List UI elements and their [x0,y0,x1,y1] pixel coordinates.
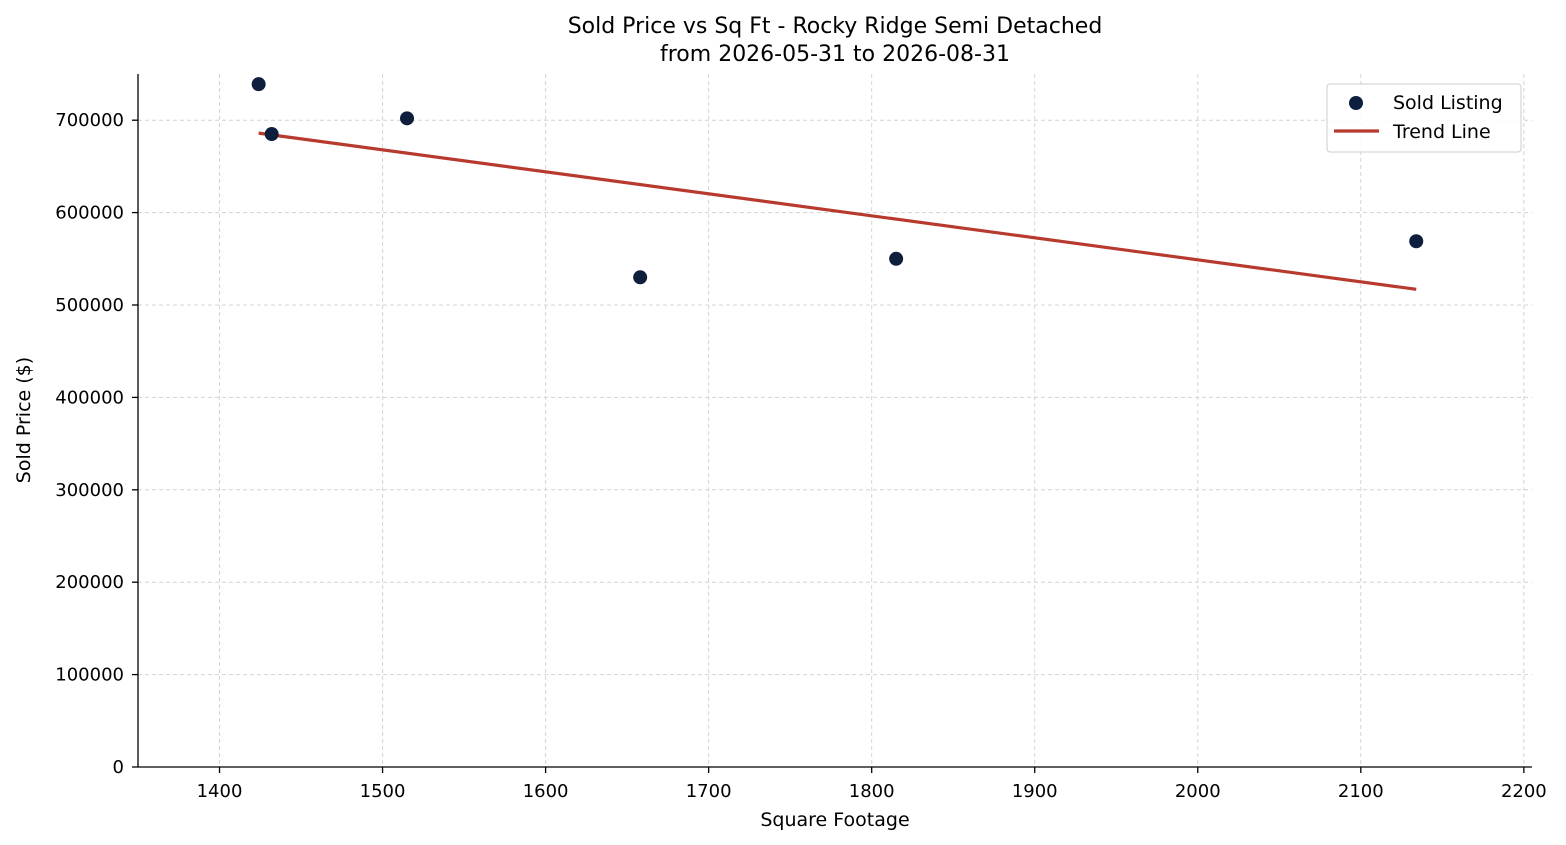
data-point [251,77,266,92]
x-tick-label: 1400 [197,781,243,802]
y-tick-label: 500000 [55,295,124,316]
legend-label-trend-line: Trend Line [1392,121,1491,143]
x-tick-label: 2000 [1175,781,1221,802]
x-tick-label: 2100 [1338,781,1384,802]
y-tick-label: 0 [113,757,124,778]
chart-title: Sold Price vs Sq Ft - Rocky Ridge Semi D… [568,14,1103,39]
legend-box [1326,83,1522,153]
grid [138,74,1532,767]
x-tick-label: 1500 [360,781,406,802]
chart-subtitle: from 2026-05-31 to 2026-08-31 [660,42,1010,67]
plot-area [251,77,1424,291]
axes [137,74,1532,768]
y-tick-label: 200000 [55,572,124,593]
y-ticks: 0 100000 200000 300000 400000 500000 600000 700… [55,110,138,778]
data-point [889,251,904,266]
trend-line [258,131,1417,291]
x-tick-label: 2200 [1501,781,1547,802]
data-point [633,270,648,285]
y-tick-label: 300000 [55,480,124,501]
x-tick-label: 1700 [686,781,732,802]
y-tick-label: 700000 [55,110,124,131]
y-axis-label: Sold Price ($) [13,357,35,483]
data-point [1409,234,1424,249]
legend: Sold Listing Trend Line [1326,83,1522,153]
y-tick-label: 600000 [55,203,124,224]
x-tick-label: 1800 [849,781,895,802]
data-point [264,127,279,142]
y-tick-label: 400000 [55,387,124,408]
x-tick-label: 1900 [1012,781,1058,802]
legend-marker-sold-listing [1349,96,1363,110]
x-tick-label: 1600 [523,781,569,802]
x-axis-label: Square Footage [760,809,909,831]
data-point [400,111,415,126]
legend-label-sold-listing: Sold Listing [1393,92,1503,114]
x-ticks: 1400 1500 1600 1700 1800 1900 2000 2100 2200 [197,767,1547,802]
y-tick-label: 100000 [55,665,124,686]
